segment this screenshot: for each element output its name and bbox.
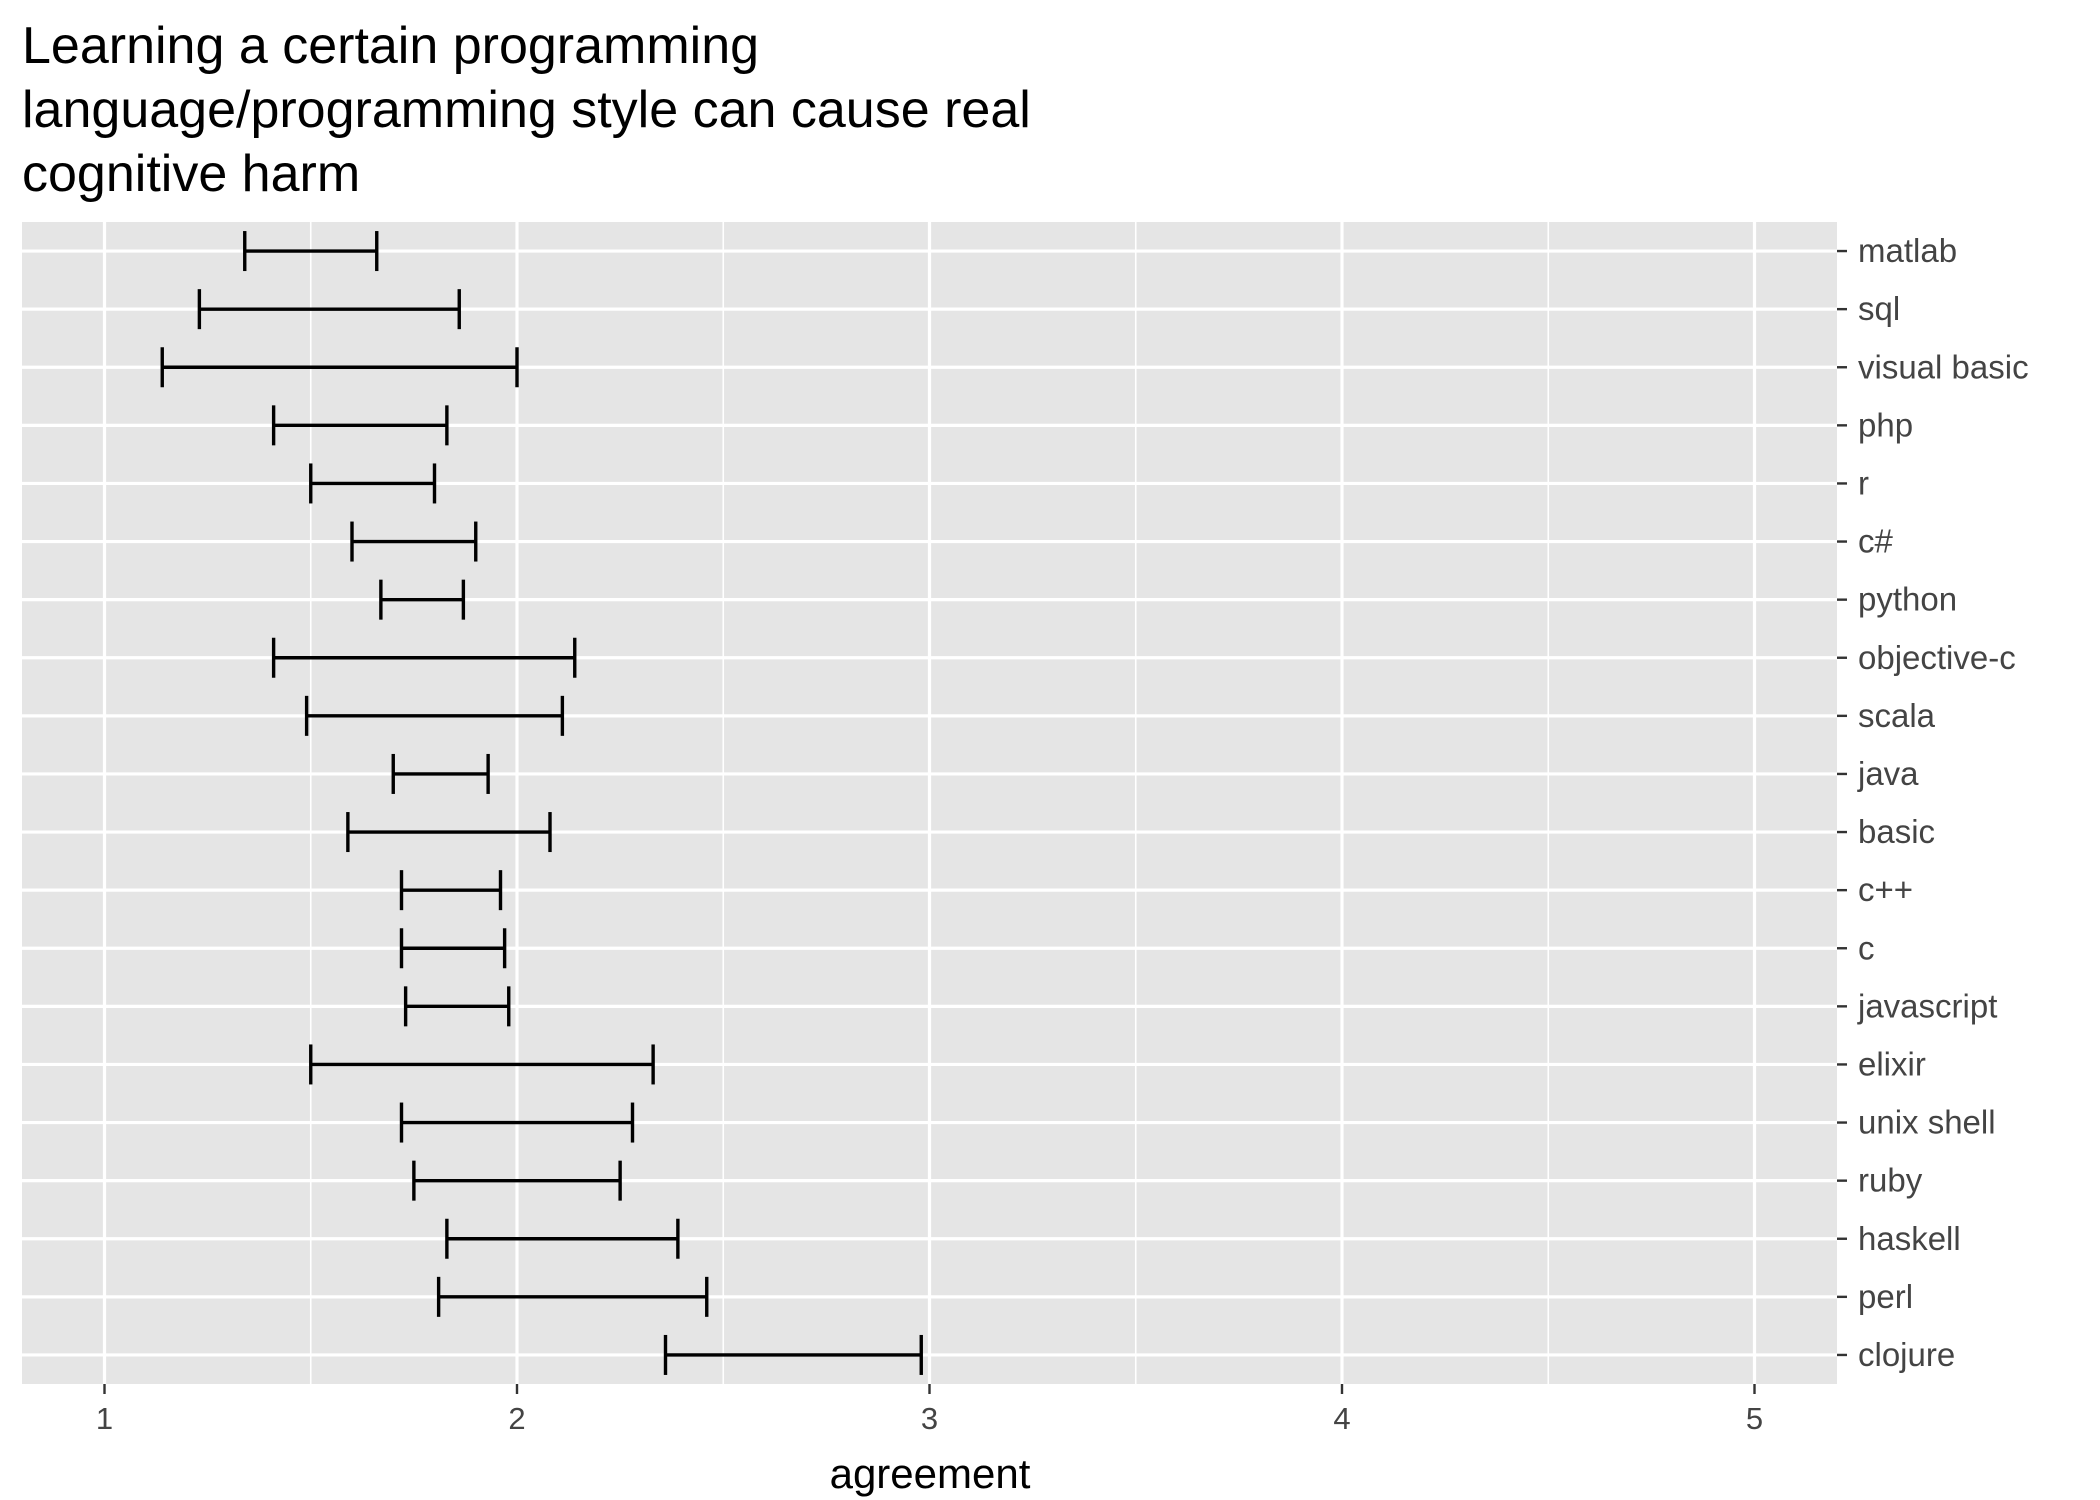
error-bar (271, 405, 449, 446)
chart-title-line-2: language/programming style can cause rea… (22, 81, 1031, 139)
category-label: perl (1858, 1278, 1913, 1315)
category-label: php (1858, 406, 1913, 443)
error-bar (160, 347, 519, 388)
category-label: python (1858, 581, 1957, 618)
error-bar (399, 870, 503, 911)
error-bar (350, 521, 478, 562)
x-axis: 1 2 3 4 5 (96, 1384, 1763, 1436)
category-label: ruby (1858, 1162, 1923, 1199)
category-label: sql (1858, 290, 1900, 327)
chart-title: Learning a certain programming language/… (22, 14, 1322, 206)
error-bar (197, 289, 461, 330)
minor-gridlines (309, 222, 1550, 1384)
category-label: java (1857, 755, 1919, 792)
category-label: visual basic (1858, 348, 2029, 385)
error-bar (399, 1102, 635, 1143)
error-bar (309, 1044, 655, 1085)
x-tick-label: 4 (1333, 1401, 1350, 1436)
category-label: c++ (1858, 871, 1913, 908)
chart-title-line-3: cognitive harm (22, 145, 361, 203)
x-tick-label: 1 (96, 1401, 113, 1436)
error-bar (391, 753, 490, 794)
category-label: basic (1858, 813, 1935, 850)
x-axis-title: agreement (830, 1450, 1031, 1497)
error-bar (243, 231, 379, 272)
category-label: c# (1858, 523, 1894, 560)
error-bars (160, 231, 923, 1375)
category-label: clojure (1858, 1336, 1955, 1373)
category-label: haskell (1858, 1220, 1961, 1257)
error-bar (346, 812, 552, 853)
category-label: r (1858, 464, 1869, 501)
category-label: javascript (1857, 987, 1997, 1024)
error-bar (445, 1218, 680, 1259)
category-label: unix shell (1858, 1104, 1996, 1141)
error-bar (403, 986, 511, 1027)
y-axis: matlab sql visual basic php r c# python objecti… (1837, 232, 2029, 1373)
error-bar (412, 1160, 622, 1201)
category-label: elixir (1858, 1045, 1926, 1082)
x-tick-label: 5 (1746, 1401, 1763, 1436)
error-bar (271, 637, 577, 678)
error-bar (399, 928, 507, 969)
x-tick-label: 3 (921, 1401, 938, 1436)
error-bar (304, 695, 565, 736)
error-bar (436, 1276, 709, 1317)
category-label: scala (1858, 697, 1936, 734)
x-tick-label: 2 (508, 1401, 525, 1436)
category-label: objective-c (1858, 639, 2016, 676)
major-gridlines (22, 222, 1837, 1384)
error-bar (379, 579, 466, 620)
chart-title-line-1: Learning a certain programming (22, 17, 760, 75)
error-bar (309, 463, 437, 504)
category-label: matlab (1858, 232, 1957, 269)
category-label: c (1858, 929, 1875, 966)
error-bar (663, 1334, 923, 1375)
